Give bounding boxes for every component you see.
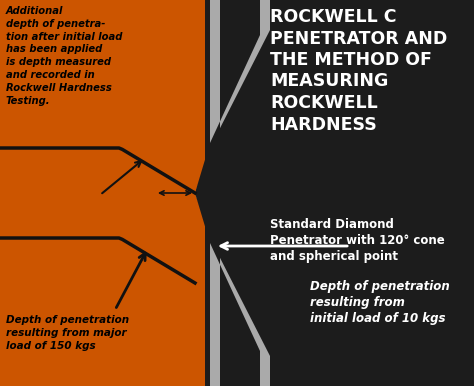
Text: Additional
depth of penetra-
tion after initial load
has been applied
is depth m: Additional depth of penetra- tion after … — [6, 6, 122, 106]
Text: Depth of penetration
resulting from
initial load of 10 kgs: Depth of penetration resulting from init… — [310, 280, 450, 325]
Text: Standard Diamond
Penetrator with 120° cone
and spherical point: Standard Diamond Penetrator with 120° co… — [270, 218, 445, 263]
Polygon shape — [195, 0, 260, 386]
Polygon shape — [195, 0, 270, 386]
Polygon shape — [0, 0, 205, 193]
Text: ROCKWELL C
PENETRATOR AND
THE METHOD OF
MEASURING
ROCKWELL
HARDNESS: ROCKWELL C PENETRATOR AND THE METHOD OF … — [270, 8, 447, 134]
Bar — [205, 0, 474, 386]
Bar — [0, 0, 205, 386]
Polygon shape — [0, 238, 205, 386]
Text: Depth of penetration
resulting from major
load of 150 kgs: Depth of penetration resulting from majo… — [6, 315, 129, 350]
